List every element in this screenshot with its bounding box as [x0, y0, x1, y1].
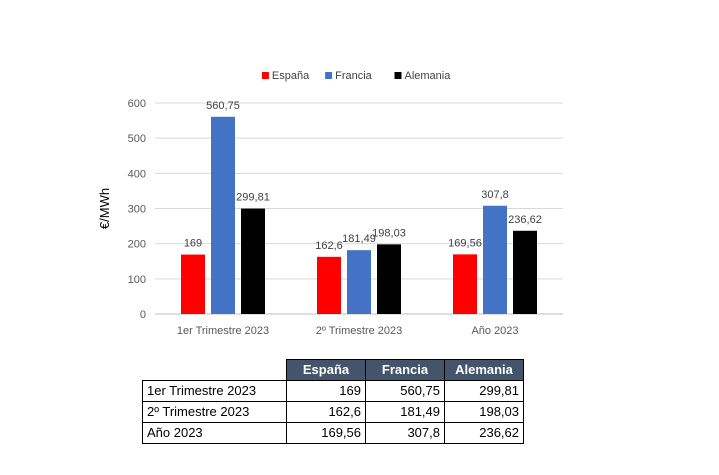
table-cell: 299,81 — [444, 380, 524, 402]
data-label: 162,6 — [315, 240, 343, 252]
y-tick-label: 200 — [128, 239, 146, 251]
bar — [513, 230, 537, 314]
legend-label: España — [272, 70, 310, 82]
table-row: 2º Trimestre 2023 162,6 181,49 198,03 — [142, 401, 524, 423]
data-label: 236,62 — [508, 214, 542, 226]
table-header-row: España Francia Alemania — [143, 359, 524, 381]
y-tick-label: 600 — [128, 98, 146, 110]
bar — [241, 208, 265, 314]
legend-swatch — [261, 72, 269, 79]
y-tick-label: 300 — [128, 204, 146, 216]
bar — [181, 254, 205, 314]
table-row: 1er Trimestre 2023 169 560,75 299,81 — [142, 380, 524, 402]
bar — [453, 254, 477, 314]
y-tick-label: 0 — [140, 309, 146, 321]
bar — [347, 250, 371, 314]
bar — [483, 205, 507, 314]
data-label: 560,75 — [206, 100, 240, 112]
table-row-label: 2º Trimestre 2023 — [142, 401, 287, 423]
legend-swatch — [325, 72, 333, 79]
y-tick-label: 400 — [128, 168, 146, 180]
table-row-label: Año 2023 — [142, 422, 287, 444]
table-cell: 162,6 — [286, 401, 366, 423]
bar — [317, 256, 341, 314]
x-tick-label: 2º Trimestre 2023 — [316, 325, 403, 337]
legend-swatch — [394, 72, 402, 79]
table-cell: 169 — [286, 380, 366, 402]
table-header-alemania: Alemania — [444, 359, 524, 381]
y-axis-label: €/MWh — [97, 188, 112, 229]
table-cell: 198,03 — [444, 401, 524, 423]
x-tick-label: 1er Trimestre 2023 — [177, 325, 269, 337]
data-label: 307,8 — [481, 189, 509, 201]
table-cell: 560,75 — [365, 380, 445, 402]
data-table: España Francia Alemania 1er Trimestre 20… — [142, 359, 524, 444]
y-tick-label: 100 — [128, 274, 146, 286]
data-label: 299,81 — [236, 192, 270, 204]
y-tick-label: 500 — [128, 133, 146, 145]
legend-label: Alemania — [405, 70, 452, 82]
table-cell: 307,8 — [365, 422, 445, 444]
bar — [377, 244, 401, 314]
table-cell: 169,56 — [286, 422, 366, 444]
table-header-francia: Francia — [365, 359, 445, 381]
x-tick-label: Año 2023 — [471, 325, 518, 337]
data-label: 198,03 — [372, 227, 406, 239]
legend-label: Francia — [335, 70, 373, 82]
data-label: 169 — [184, 238, 202, 250]
table-row: Año 2023 169,56 307,8 236,62 — [142, 422, 524, 444]
table-cell: 236,62 — [444, 422, 524, 444]
bar — [211, 116, 235, 314]
table-row-label: 1er Trimestre 2023 — [142, 380, 287, 402]
table-corner — [143, 360, 287, 381]
table-cell: 181,49 — [365, 401, 445, 423]
bar-chart: 0 100 200 300 400 500 600 €/MWh 169 560,75 299,81 1… — [97, 70, 563, 337]
data-label: 181,49 — [342, 233, 376, 245]
table-header-espana: España — [286, 359, 366, 381]
data-label: 169,56 — [448, 237, 482, 249]
